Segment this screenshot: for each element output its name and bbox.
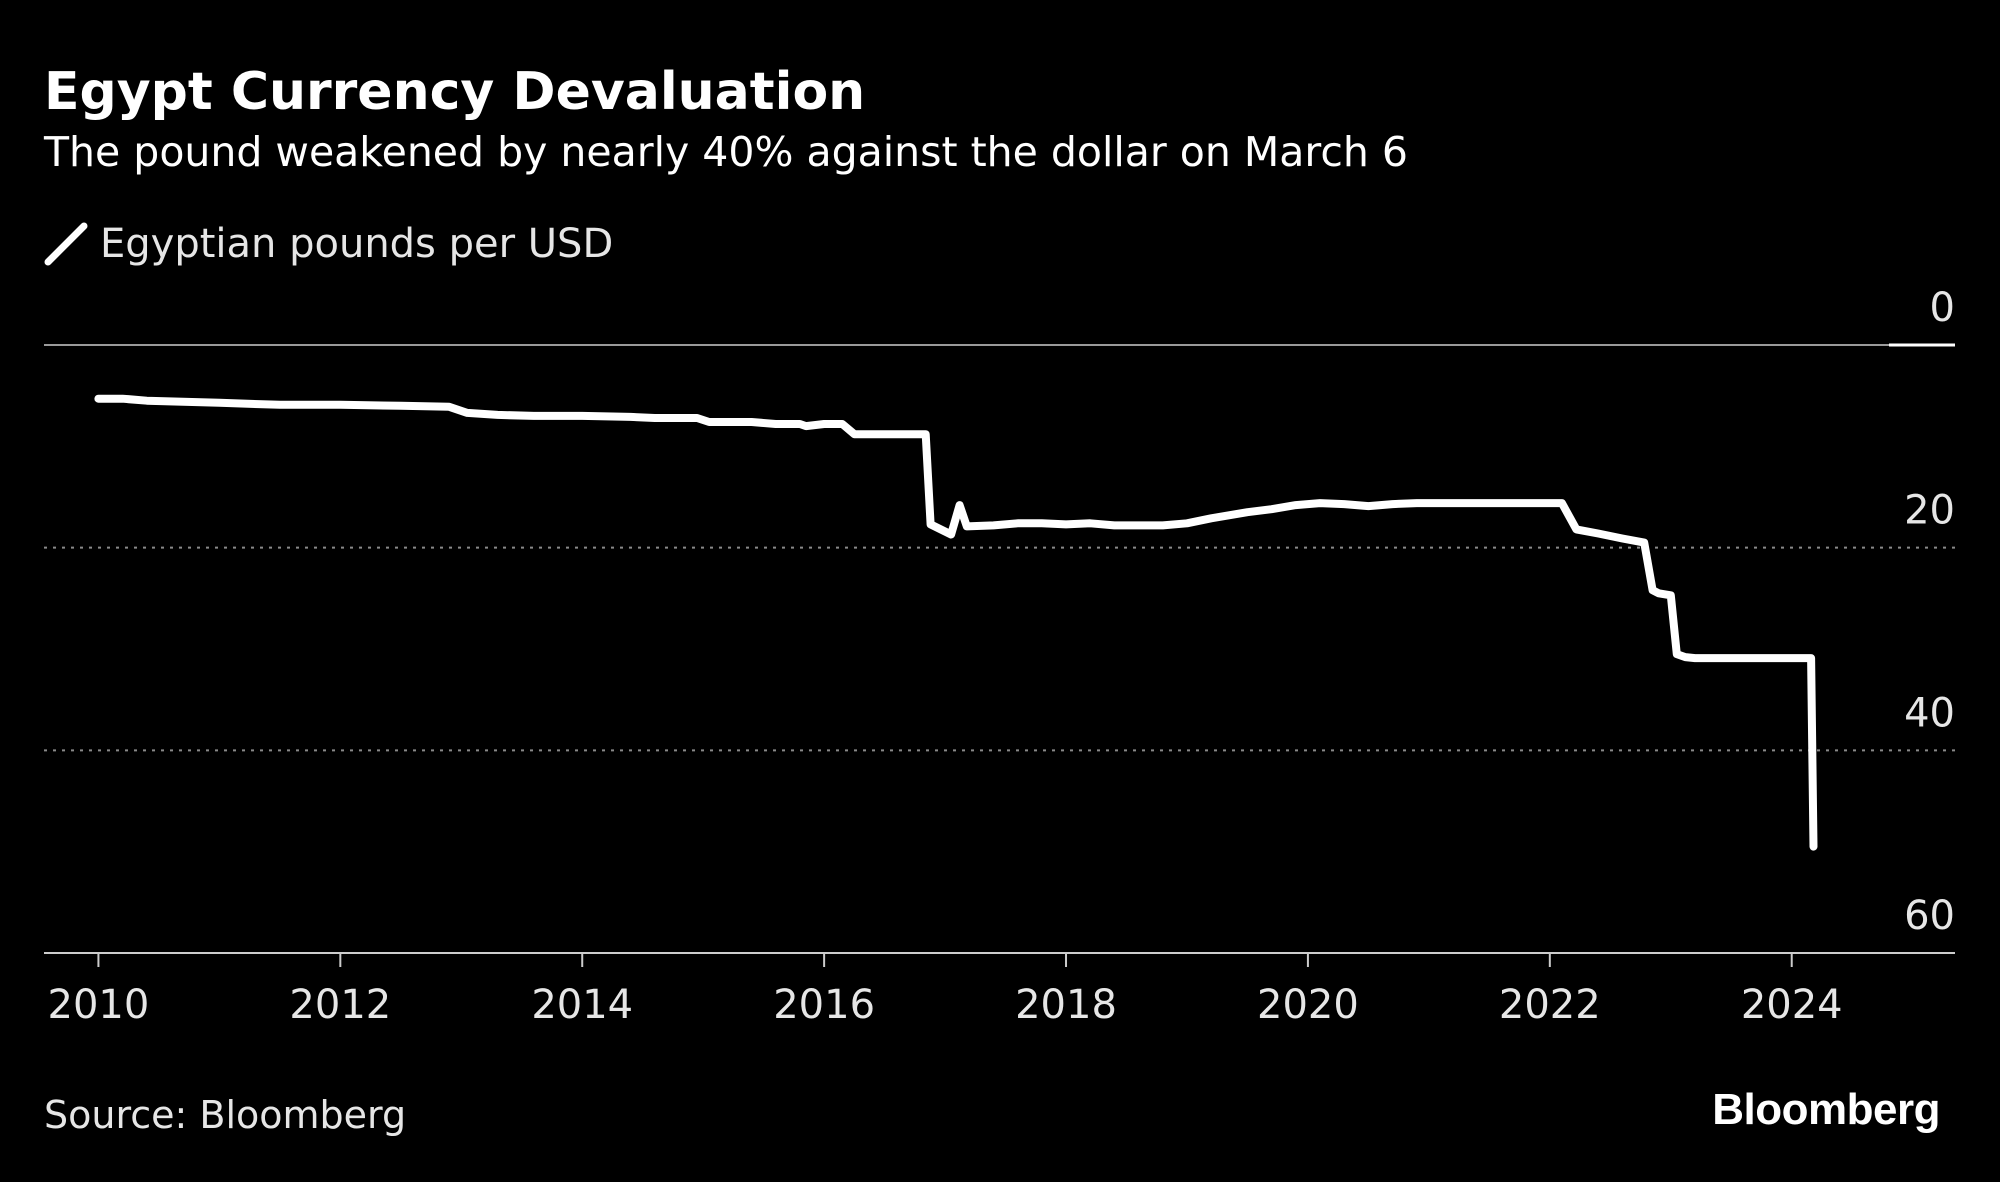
legend-line-icon <box>44 222 88 266</box>
x-tick-label-2016: 2016 <box>773 982 875 1028</box>
legend-label: Egyptian pounds per USD <box>100 221 614 267</box>
series-line-0 <box>94 394 1818 851</box>
y-tick-label-60: 60 <box>1904 893 1955 939</box>
x-tick-label-2012: 2012 <box>289 982 391 1028</box>
y-tick-label-0: 0 <box>1930 285 1955 331</box>
legend: Egyptian pounds per USD <box>44 216 613 272</box>
x-tick-label-2018: 2018 <box>1015 982 1117 1028</box>
x-tick-label-2014: 2014 <box>531 982 633 1028</box>
x-tick-label-2010: 2010 <box>48 982 150 1028</box>
y-tick-label-20: 20 <box>1904 488 1955 534</box>
source-note: Source: Bloomberg <box>44 1093 407 1137</box>
y-tick-label-40: 40 <box>1904 690 1955 736</box>
x-tick-label-2022: 2022 <box>1499 982 1601 1028</box>
bloomberg-logo: Bloomberg <box>1712 1085 1940 1134</box>
chart-title: Egypt Currency Devaluation <box>44 62 866 122</box>
x-tick-label-2020: 2020 <box>1257 982 1359 1028</box>
chart-subtitle: The pound weakened by nearly 40% against… <box>44 128 1408 176</box>
x-tick-label-2024: 2024 <box>1741 982 1843 1028</box>
